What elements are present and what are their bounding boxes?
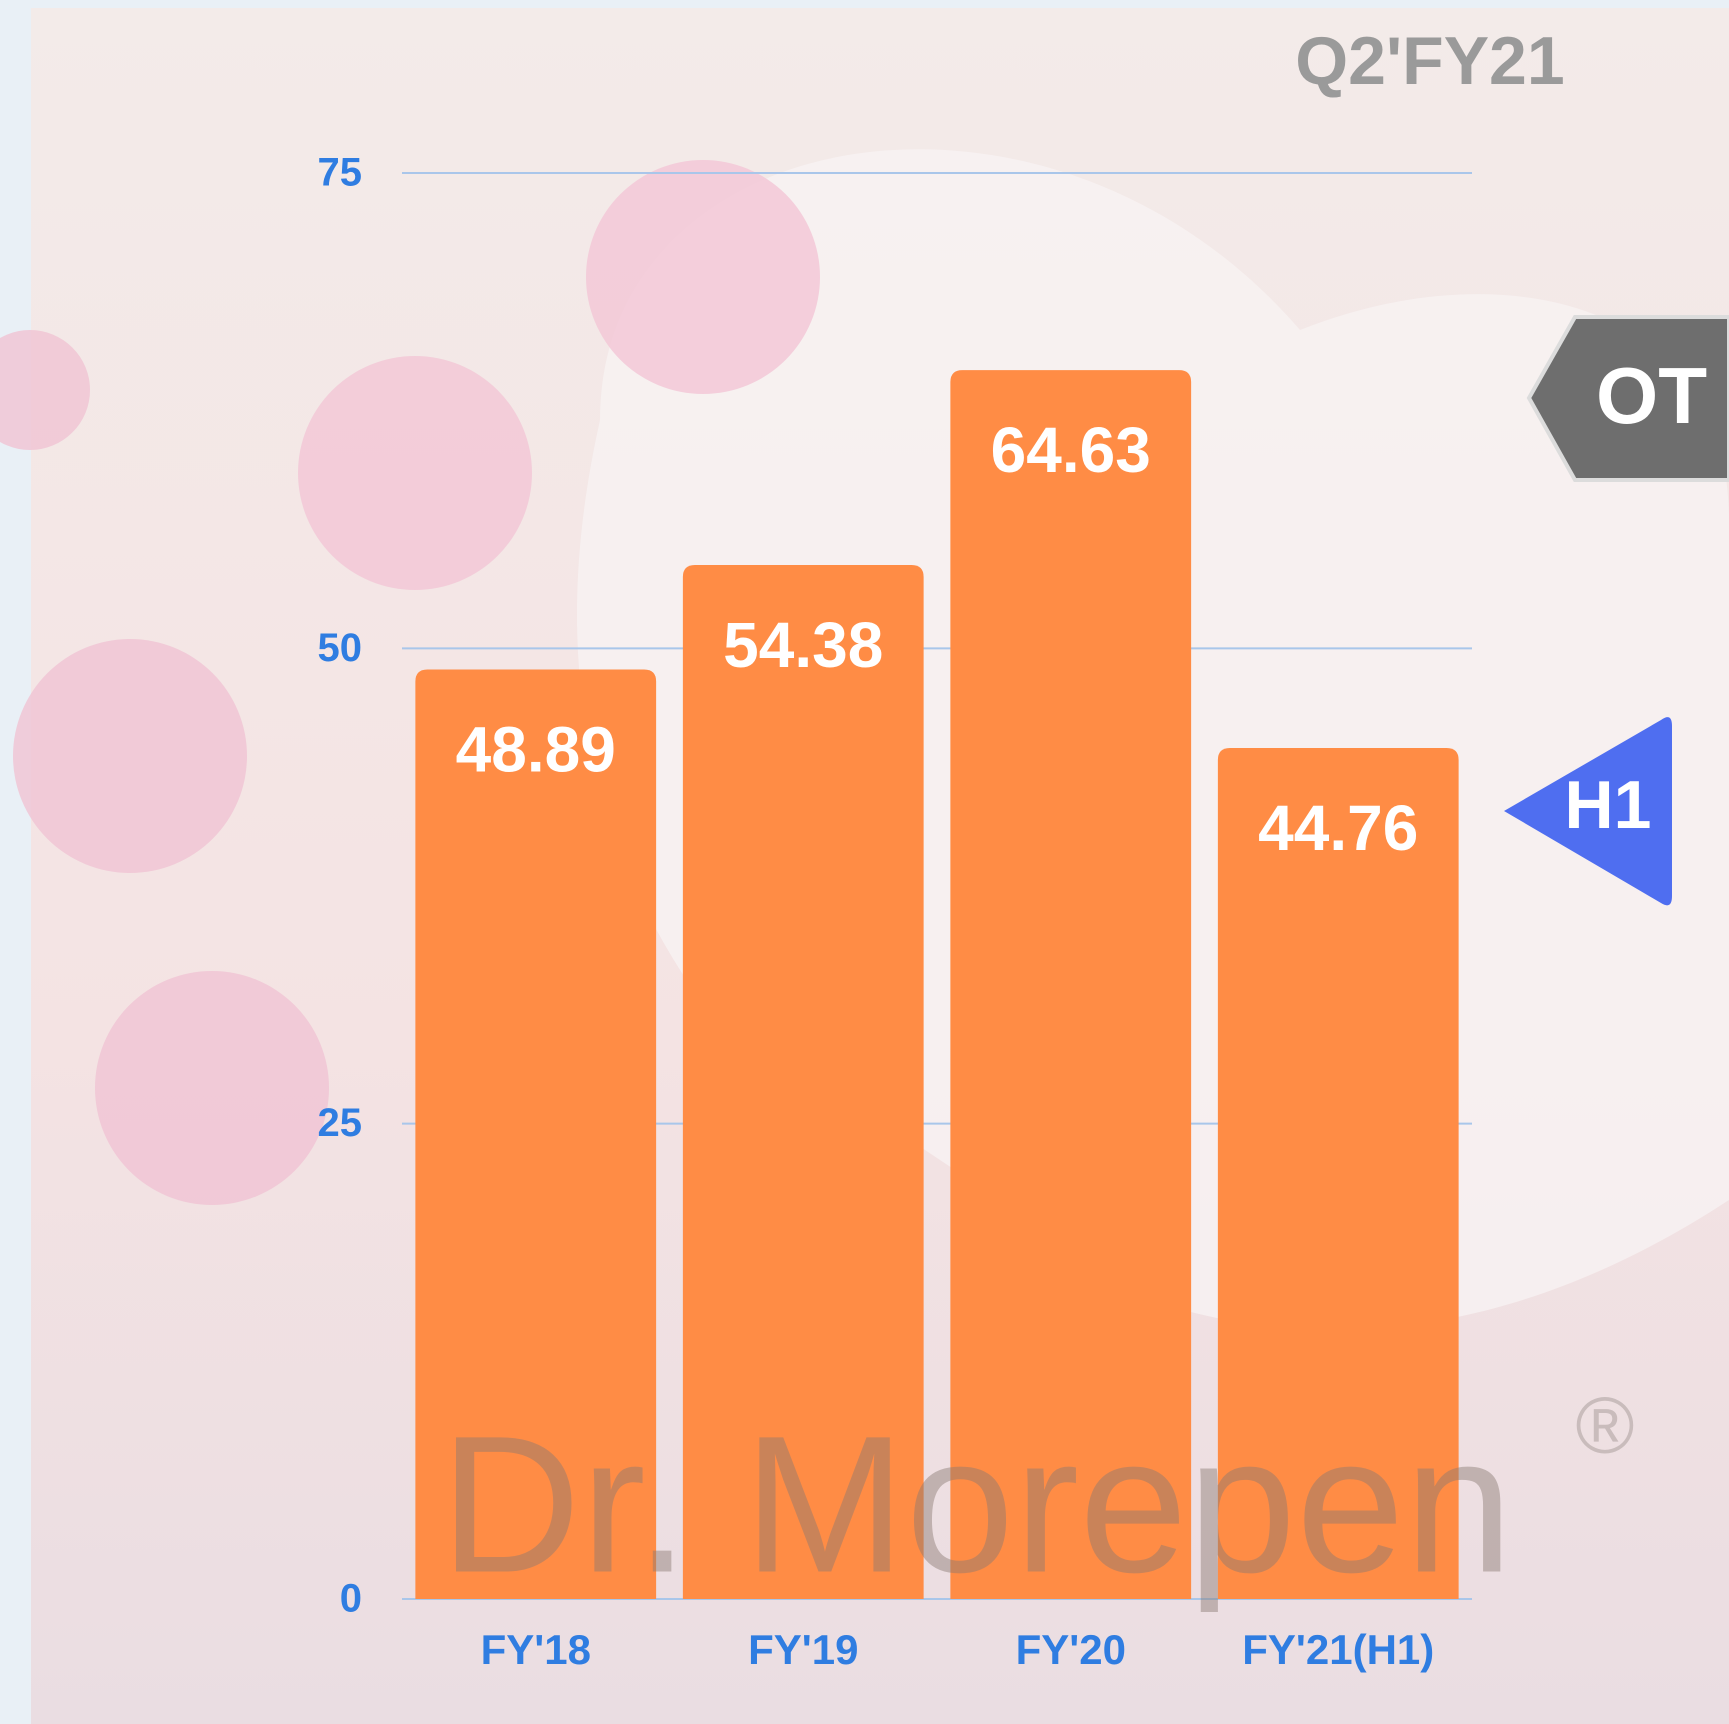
y-tick-label: 25 [318,1101,363,1145]
x-tick-label: FY'19 [748,1626,858,1673]
x-tick-label: FY'18 [481,1626,591,1673]
decor-pill [13,639,247,873]
decor-pill [586,160,820,394]
x-tick-label: FY'21(H1) [1242,1626,1434,1673]
badge-label: H1 [1565,767,1652,843]
y-tick-label: 75 [318,151,363,195]
value-label: 54.38 [723,609,883,681]
watermark-mark: ® [1576,1381,1635,1470]
value-label: 48.89 [456,713,616,785]
value-label: 64.63 [991,414,1151,486]
x-tick-label: FY'20 [1016,1626,1126,1673]
watermark: Dr. Morepen [440,1396,1513,1614]
value-label: 44.76 [1258,792,1418,864]
decor-pill [95,971,329,1205]
chart-title: Q2'FY21 [1295,23,1564,99]
chart: Q2'FY21 0 25 50 75 FY'18 48.89 FY'19 54.38 FY'20… [0,0,1729,1724]
y-tick-label: 50 [318,626,363,670]
y-tick-label: 0 [340,1577,362,1621]
decor-pill [298,356,532,590]
badge-label: OT [1596,351,1707,440]
